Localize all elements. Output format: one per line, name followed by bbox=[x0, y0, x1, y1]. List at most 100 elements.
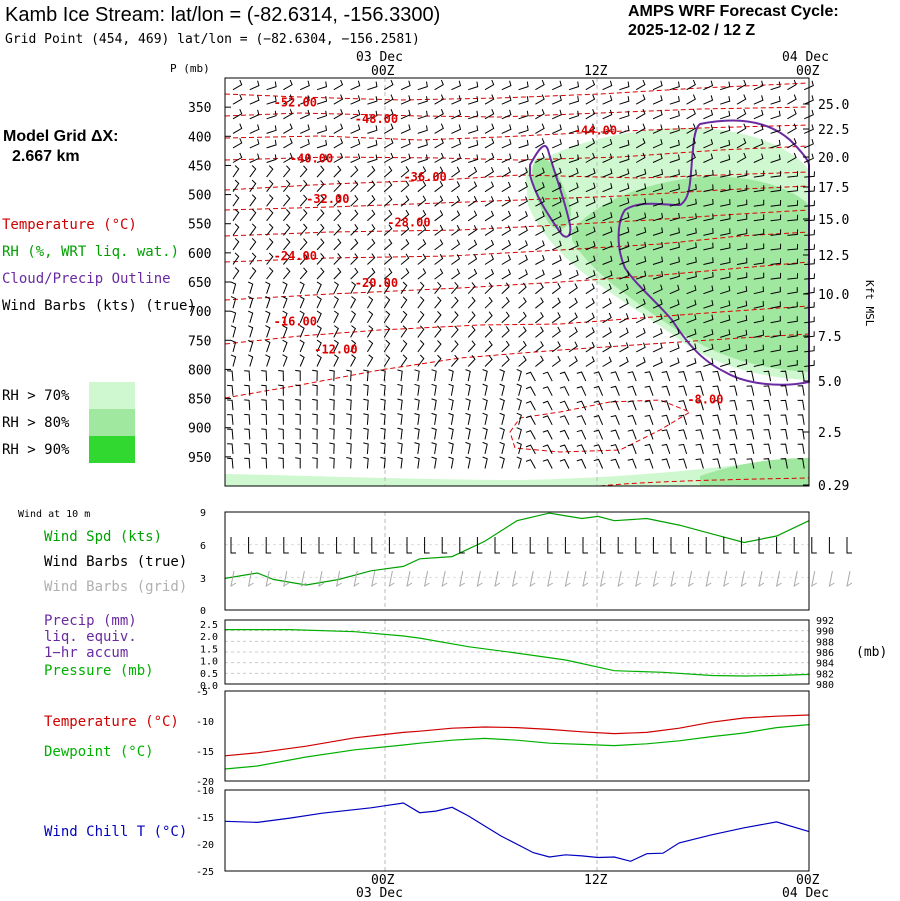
wind-barb-grid-28 bbox=[723, 570, 730, 588]
wind-barb-upper-255 bbox=[400, 180, 410, 193]
wind-barb-true-24 bbox=[652, 537, 659, 554]
wind-barb-upper-891 bbox=[499, 441, 505, 455]
wind-barb-upper-514 bbox=[635, 284, 646, 295]
temp-label-6: -28.00 bbox=[387, 216, 430, 230]
wind-barb-upper-542 bbox=[518, 297, 527, 309]
wind-barb-upper-767 bbox=[763, 385, 772, 396]
wind-barb-upper-937 bbox=[678, 458, 688, 469]
wind-barb-upper-432 bbox=[434, 253, 444, 265]
wind-barb-upper-103 bbox=[787, 109, 797, 120]
wind-barb-upper-885 bbox=[397, 442, 403, 454]
wind-barb-upper-601 bbox=[333, 325, 339, 338]
wind-barb-upper-782 bbox=[431, 398, 437, 411]
rh80-area-bottom bbox=[700, 458, 809, 486]
wind-barb-upper-836 bbox=[746, 414, 755, 425]
wind-barb-upper-793 bbox=[610, 400, 620, 411]
wind-barb-upper-451 bbox=[753, 258, 765, 265]
wind-barb-upper-508 bbox=[535, 282, 544, 295]
wind-barb-upper-513 bbox=[619, 283, 629, 295]
wind-barb-upper-240 bbox=[736, 170, 748, 178]
wind-barb-upper-151 bbox=[417, 139, 428, 149]
wind-barb-upper-218 bbox=[367, 165, 376, 178]
wind-barb-upper-678 bbox=[451, 354, 459, 367]
wind-barb-upper-420 bbox=[232, 252, 240, 265]
wind-barb-upper-183 bbox=[367, 154, 378, 163]
wind-barb-upper-739 bbox=[295, 384, 301, 396]
wind-barb-upper-930 bbox=[559, 458, 570, 469]
wind-barb-upper-311 bbox=[753, 199, 765, 207]
wind-barb-upper-446 bbox=[669, 256, 680, 265]
wind-barb-upper-229 bbox=[551, 167, 562, 178]
wind-barb-upper-869 bbox=[712, 429, 721, 440]
wind-barb-upper-258 bbox=[451, 181, 461, 193]
wind-barb-upper-571 bbox=[417, 310, 425, 324]
wind-barb-upper-410 bbox=[652, 241, 664, 251]
temp-contour-0 bbox=[224, 82, 810, 101]
wind-barb-upper-51 bbox=[501, 95, 512, 105]
wind-barb-upper-769 bbox=[797, 385, 805, 396]
wind-barb-upper-112 bbox=[350, 124, 361, 134]
wind-barb-upper-689 bbox=[635, 357, 646, 367]
wind-barb-upper-556 bbox=[753, 300, 765, 309]
wind-barb-upper-488 bbox=[787, 273, 799, 280]
wind-barb-upper-472 bbox=[518, 269, 528, 280]
wind-barb-upper-469 bbox=[467, 268, 478, 280]
wind-barb-upper-579 bbox=[551, 312, 561, 324]
wind-barb-upper-170 bbox=[736, 138, 747, 149]
legend-temperature: Temperature (°C) bbox=[2, 217, 137, 233]
wind-barb-upper-623 bbox=[703, 329, 714, 338]
wind-barb-upper-890 bbox=[482, 441, 488, 455]
wind-barb-upper-496 bbox=[333, 281, 339, 294]
wind-barb-upper-725 bbox=[644, 371, 654, 382]
wind-barb-upper-811 bbox=[329, 413, 335, 425]
wind-barb-upper-396 bbox=[417, 239, 427, 251]
wind-barb-upper-755 bbox=[559, 386, 570, 396]
wind-barb-upper-541 bbox=[501, 297, 510, 309]
wind-barb-upper-712 bbox=[431, 369, 437, 382]
wind-barb-upper-804 bbox=[797, 399, 805, 411]
wind-barb-upper-265 bbox=[568, 182, 579, 193]
wind-barb-upper-0 bbox=[232, 79, 243, 91]
wind-barb-upper-313 bbox=[787, 200, 799, 207]
wind-barb-upper-10 bbox=[400, 80, 411, 91]
wind-barb-upper-95 bbox=[652, 109, 663, 120]
wind-barb-upper-677 bbox=[434, 354, 442, 367]
wind-barb-upper-5 bbox=[316, 81, 328, 91]
temp-label-5: -32.00 bbox=[306, 192, 349, 206]
wind-barb-upper-686 bbox=[585, 356, 595, 367]
kft-tick-label-3: 17.5 bbox=[818, 181, 849, 196]
wind-barb-upper-298 bbox=[535, 196, 545, 207]
wind-barb-upper-368 bbox=[535, 225, 545, 236]
wind-barb-upper-438 bbox=[535, 254, 545, 265]
p-axis-label: P (mb) bbox=[170, 62, 210, 75]
wind-barb-upper-599 bbox=[299, 325, 305, 338]
wind-barb-upper-612 bbox=[518, 326, 527, 338]
wind-barb-upper-228 bbox=[535, 167, 545, 178]
wind-barb-upper-163 bbox=[619, 139, 630, 149]
wind-barb-upper-611 bbox=[501, 326, 510, 338]
wind-barb-upper-783 bbox=[448, 398, 454, 411]
wind-barb-upper-784 bbox=[465, 398, 471, 411]
wind-barb-upper-342 bbox=[686, 213, 697, 222]
wind-barb-true-32 bbox=[793, 537, 800, 554]
wind-barb-upper-433 bbox=[451, 254, 461, 265]
wind-barb-upper-288 bbox=[367, 195, 376, 207]
wind-barb-upper-757 bbox=[593, 385, 604, 396]
wind-barb-upper-824 bbox=[542, 415, 553, 426]
wind-barb-upper-675 bbox=[400, 354, 408, 367]
wind-barb-upper-517 bbox=[686, 285, 697, 295]
wind-barb-upper-597 bbox=[265, 325, 271, 338]
wind-barb-upper-226 bbox=[501, 167, 512, 178]
wind-barb-upper-275 bbox=[736, 184, 748, 193]
wind-barb-upper-789 bbox=[542, 400, 553, 411]
bottom-time-3: 00Z bbox=[796, 873, 820, 888]
wind-barb-upper-632 bbox=[265, 339, 271, 353]
wind-panel-frame bbox=[224, 511, 810, 611]
wind-barb-upper-354 bbox=[299, 223, 308, 236]
wind-barb-upper-236 bbox=[669, 169, 680, 178]
wind-barb-upper-833 bbox=[695, 414, 704, 425]
wind-barb-upper-69 bbox=[803, 95, 814, 105]
wind-barb-upper-39 bbox=[299, 95, 310, 105]
wind-barb-upper-130 bbox=[652, 124, 663, 134]
wind-barb-upper-467 bbox=[434, 268, 444, 280]
